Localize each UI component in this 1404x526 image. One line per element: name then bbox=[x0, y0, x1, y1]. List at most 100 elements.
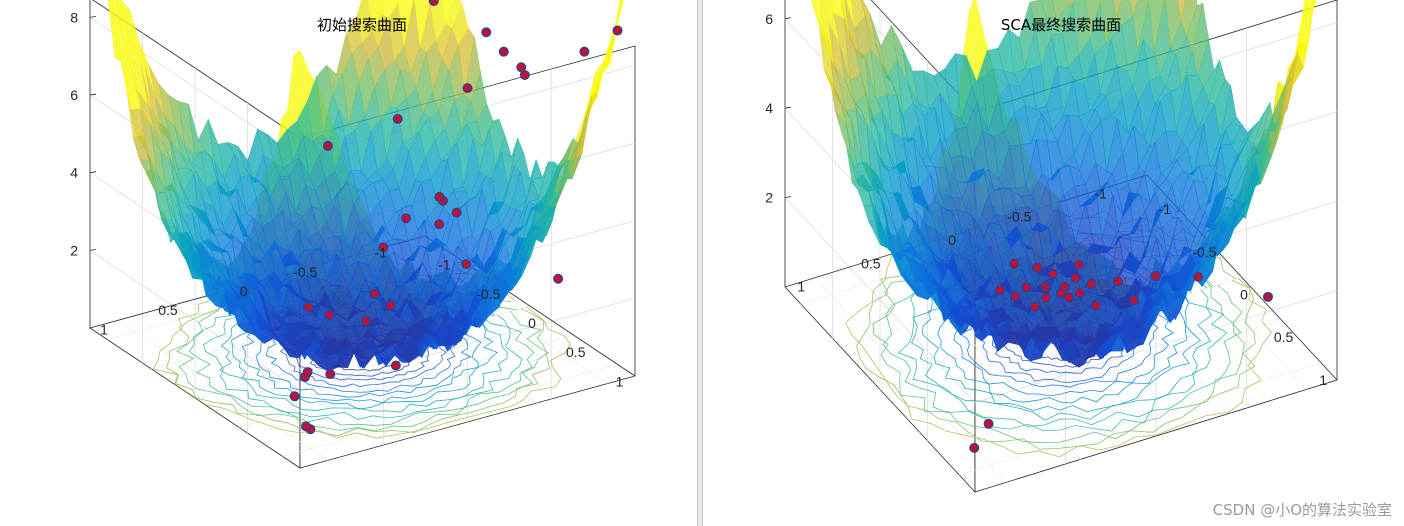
population-point bbox=[1073, 259, 1084, 270]
population-point bbox=[983, 418, 994, 429]
surface-patch bbox=[1180, 0, 1198, 38]
population-point bbox=[1128, 295, 1139, 306]
population-point bbox=[434, 219, 445, 230]
z-tick-mark bbox=[784, 17, 792, 20]
surface-mesh bbox=[811, 0, 1316, 368]
chart-title: 初始搜索曲面 bbox=[317, 16, 407, 34]
z-tick-label: 2 bbox=[70, 242, 78, 258]
surface-patch bbox=[1148, 0, 1152, 1]
y-tick-label: 1 bbox=[1319, 372, 1327, 388]
population-point bbox=[301, 421, 312, 432]
population-point bbox=[390, 360, 401, 371]
population-point bbox=[462, 83, 473, 94]
population-point bbox=[1009, 258, 1020, 269]
y-tick-label: -0.5 bbox=[1192, 244, 1216, 260]
surface-patch bbox=[403, 0, 421, 74]
surface-patch bbox=[811, 0, 824, 38]
sca-final-surface-plot: SCA最终搜索曲面246810.50-0.5-1-1-0.500.51 bbox=[765, 0, 1338, 494]
population-point bbox=[378, 242, 389, 253]
population-point bbox=[1150, 270, 1161, 281]
surface-patch bbox=[1164, 0, 1182, 48]
surface-patch bbox=[1052, 0, 1068, 22]
surface-patch bbox=[1085, 0, 1101, 40]
initial-surface-plot: 初始搜索曲面 2 4 6 8 1 0.5 0 -0.5 -1 -1 -0.5 0 0.5 1 bbox=[70, 0, 636, 469]
population-point bbox=[392, 113, 403, 124]
z-tick-mark bbox=[89, 93, 97, 96]
population-point bbox=[1086, 278, 1097, 289]
population-point bbox=[1090, 300, 1101, 311]
z-tick-mark bbox=[784, 196, 792, 198]
surface-patch bbox=[1099, 0, 1117, 45]
surface-patch bbox=[381, 0, 399, 20]
population-points bbox=[969, 258, 1273, 453]
population-point bbox=[1193, 271, 1204, 282]
population-point bbox=[1040, 282, 1051, 293]
surface-patch bbox=[379, 0, 385, 14]
y-tick-label: 0.5 bbox=[1274, 329, 1294, 345]
population-point bbox=[1063, 292, 1074, 303]
x-tick-label: -0.5 bbox=[1007, 209, 1031, 225]
z-tick-label: 4 bbox=[765, 100, 773, 116]
surface-patch bbox=[1129, 0, 1139, 16]
z-tick-label: 8 bbox=[70, 9, 78, 25]
y-tick-label: 0 bbox=[528, 315, 536, 331]
population-point bbox=[1032, 262, 1043, 273]
surface-patch bbox=[397, 0, 399, 4]
population-point bbox=[1059, 281, 1070, 292]
population-point bbox=[1047, 268, 1058, 279]
y-tick-label: 0.5 bbox=[566, 344, 586, 360]
population-point bbox=[324, 309, 335, 320]
surface-patch bbox=[111, 0, 123, 36]
population-point bbox=[361, 315, 372, 326]
watermark-text: CSDN @小O的算法实验室 bbox=[1212, 501, 1392, 519]
population-point bbox=[322, 140, 333, 151]
surface-patch bbox=[441, 0, 454, 25]
population-point bbox=[553, 273, 564, 284]
y-tick-label: -0.5 bbox=[476, 286, 500, 302]
surface-patch bbox=[1072, 0, 1090, 56]
population-point bbox=[612, 25, 623, 36]
x-tick-label: -0.5 bbox=[293, 264, 317, 280]
surface-patch bbox=[1066, 0, 1069, 6]
y-tick-label: -1 bbox=[438, 257, 451, 273]
population-point bbox=[385, 300, 396, 311]
z-tick-label: 2 bbox=[765, 190, 773, 206]
population-point bbox=[498, 46, 509, 57]
surface-patch bbox=[429, 0, 447, 42]
population-point bbox=[1075, 287, 1086, 298]
population-point bbox=[1040, 292, 1051, 303]
population-point bbox=[461, 259, 472, 270]
population-point bbox=[369, 288, 380, 299]
figure-divider bbox=[698, 0, 702, 526]
z-tick-mark bbox=[89, 171, 97, 174]
surface-patch bbox=[851, 0, 866, 29]
population-point bbox=[969, 442, 980, 453]
surface-patch bbox=[1153, 0, 1171, 77]
population-point bbox=[401, 213, 412, 224]
x-tick-label: -1 bbox=[375, 245, 388, 261]
surface-patch bbox=[414, 0, 431, 48]
population-point bbox=[481, 27, 492, 38]
population-point bbox=[994, 285, 1005, 296]
population-point bbox=[1029, 301, 1040, 312]
population-point bbox=[1010, 291, 1021, 302]
population-point bbox=[516, 62, 527, 73]
population-point bbox=[428, 0, 439, 7]
surface-patch bbox=[1148, 0, 1165, 53]
z-tick-mark bbox=[784, 106, 792, 109]
y-tick-label: -1 bbox=[1159, 201, 1172, 217]
population-point bbox=[1070, 272, 1081, 283]
surface-patch bbox=[832, 0, 845, 19]
population-point bbox=[1262, 291, 1273, 302]
surface-patch bbox=[1115, 0, 1133, 26]
population-point bbox=[434, 191, 445, 202]
surface-patch bbox=[1177, 0, 1186, 22]
population-points bbox=[289, 0, 623, 435]
population-point bbox=[1112, 276, 1123, 287]
surface-patch bbox=[115, 0, 126, 24]
x-tick-label: 0 bbox=[240, 283, 248, 299]
surface-patch bbox=[397, 0, 414, 46]
z-tick-label: 4 bbox=[70, 165, 78, 181]
population-point bbox=[302, 367, 313, 378]
surface-patch bbox=[842, 0, 850, 40]
